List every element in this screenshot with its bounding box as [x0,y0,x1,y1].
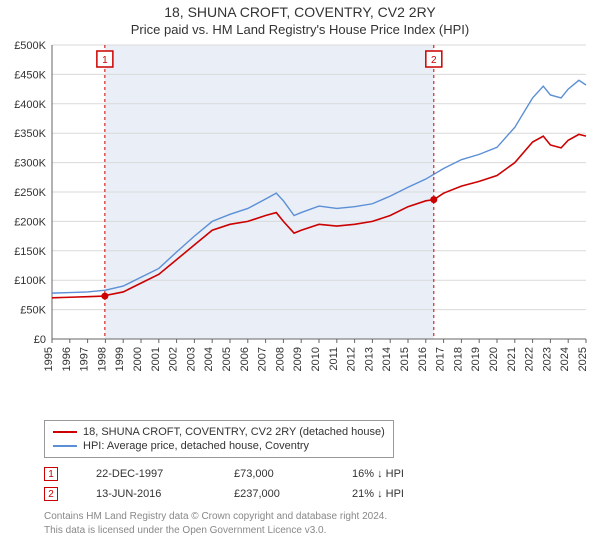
y-tick-label: £350K [14,128,46,140]
y-tick-label: £300K [14,158,46,170]
x-tick-label: 2023 [541,347,553,371]
x-tick-label: 2008 [274,347,286,371]
page-subtitle: Price paid vs. HM Land Registry's House … [0,22,600,37]
chart-container: 18, SHUNA CROFT, COVENTRY, CV2 2RY Price… [0,0,600,537]
sale-delta: 21% ↓ HPI [352,488,404,500]
x-tick-label: 2025 [577,347,589,371]
legend: 18, SHUNA CROFT, COVENTRY, CV2 2RY (deta… [44,420,394,458]
x-tick-label: 2024 [559,347,571,371]
y-tick-label: £150K [14,246,46,258]
x-tick-label: 1998 [96,347,108,371]
credits-line: Contains HM Land Registry data © Crown c… [44,510,600,524]
chart-svg: £0 £50K £100K £150K £200K £250K £300K £350K £400… [0,39,600,409]
legend-swatch [53,431,77,433]
sale-delta: 16% ↓ HPI [352,468,404,480]
legend-swatch [53,445,77,447]
legend-label: 18, SHUNA CROFT, COVENTRY, CV2 2RY (deta… [83,426,385,438]
y-tick-label: £400K [14,99,46,111]
x-tick-label: 1999 [114,347,126,371]
x-tick-label: 2003 [185,347,197,371]
x-tick-label: 2005 [221,347,233,371]
x-tick-label: 2014 [381,347,393,371]
x-tick-label: 2002 [168,347,180,371]
sale-marker-label: 1 [102,55,108,66]
x-tick-label: 2019 [470,347,482,371]
x-tick-label: 1997 [79,347,91,371]
x-tick-label: 2001 [150,347,162,371]
y-tick-label: £450K [14,69,46,81]
x-tick-label: 2006 [239,347,251,371]
sale-point [101,293,108,300]
legend-label: HPI: Average price, detached house, Cove… [83,440,309,452]
x-tick-label: 2015 [399,347,411,371]
x-tick-label: 2021 [506,347,518,371]
sale-price: £237,000 [234,488,314,500]
x-tick-label: 2016 [417,347,429,371]
y-tick-label: £250K [14,187,46,199]
x-tick-label: 2007 [257,347,269,371]
x-tick-label: 2000 [132,347,144,371]
page-title: 18, SHUNA CROFT, COVENTRY, CV2 2RY [0,4,600,20]
sales-table: 1 22-DEC-1997 £73,000 16% ↓ HPI 2 13-JUN-2016… [44,464,600,504]
credits-line: This data is licensed under the Open Gov… [44,524,600,538]
sale-point [430,196,437,203]
y-tick-label: £500K [14,40,46,52]
x-tick-label: 2012 [346,347,358,371]
x-tick-label: 1995 [43,347,55,371]
sale-row: 1 22-DEC-1997 £73,000 16% ↓ HPI [44,464,600,484]
title-block: 18, SHUNA CROFT, COVENTRY, CV2 2RY Price… [0,0,600,39]
x-tick-label: 2022 [524,347,536,371]
legend-row: 18, SHUNA CROFT, COVENTRY, CV2 2RY (deta… [53,425,385,439]
sale-row: 2 13-JUN-2016 £237,000 21% ↓ HPI [44,484,600,504]
x-tick-label: 2020 [488,347,500,371]
y-tick-label: £100K [14,275,46,287]
legend-row: HPI: Average price, detached house, Cove… [53,439,385,453]
chart: £0 £50K £100K £150K £200K £250K £300K £350K £400… [0,39,600,414]
sale-marker-icon: 2 [44,487,58,501]
y-tick-label: £200K [14,216,46,228]
sale-date: 13-JUN-2016 [96,488,196,500]
sale-date: 22-DEC-1997 [96,468,196,480]
x-tick-label: 2009 [292,347,304,371]
x-tick-label: 1996 [61,347,73,371]
x-tick-label: 2011 [328,347,340,371]
y-tick-label: £50K [20,305,46,317]
x-tick-label: 2010 [310,347,322,371]
x-tick-label: 2004 [203,347,215,371]
sale-price: £73,000 [234,468,314,480]
x-tick-label: 2013 [363,347,375,371]
sale-marker-icon: 1 [44,467,58,481]
x-tick-label: 2017 [435,347,447,371]
y-tick-label: £0 [34,334,46,346]
sale-marker-label: 2 [431,55,437,66]
credits: Contains HM Land Registry data © Crown c… [44,510,600,537]
x-tick-label: 2018 [452,347,464,371]
